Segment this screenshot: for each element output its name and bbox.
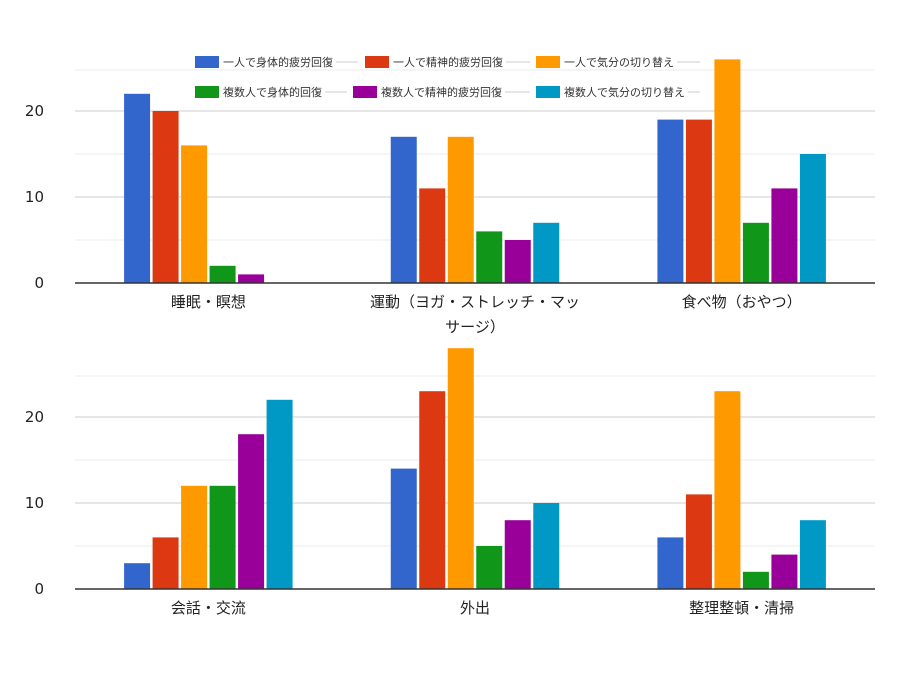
legend-item: 複数人で気分の切り替え — [536, 85, 700, 99]
bar — [533, 503, 560, 589]
category-label: 会話・交流 — [171, 599, 246, 617]
bar — [238, 434, 265, 589]
bar — [266, 399, 293, 589]
bar — [238, 274, 265, 283]
category-label: 食べ物（おやつ） — [682, 293, 802, 311]
bar — [685, 119, 712, 283]
bar — [657, 119, 684, 283]
bar — [152, 111, 179, 283]
bar — [476, 231, 503, 283]
bar — [124, 93, 151, 283]
bar — [124, 563, 151, 589]
bar — [685, 494, 712, 589]
legend-item: 一人で気分の切り替え — [536, 55, 700, 69]
bar — [419, 391, 446, 589]
category-label: 整理整頓・清掃 — [689, 599, 794, 617]
legend-item: 複数人で精神的疲労回復 — [353, 85, 530, 99]
bar — [209, 485, 236, 589]
category-label: 運動（ヨガ・ストレッチ・マッ — [370, 293, 580, 311]
legend-swatch — [536, 56, 560, 68]
chart-panel-bottom: 0 10 20 会話・交流 外出 整理整頓・清掃 — [25, 348, 875, 617]
y-tick-label: 10 — [25, 188, 44, 206]
legend-swatch — [536, 86, 560, 98]
bar — [714, 59, 741, 284]
bar — [181, 485, 208, 589]
legend-label: 一人で身体的疲労回復 — [223, 55, 333, 69]
legend-swatch — [195, 56, 219, 68]
bar — [742, 222, 769, 283]
legend-item: 一人で身体的疲労回復 — [195, 55, 358, 69]
bar — [657, 537, 684, 589]
bar — [476, 546, 503, 589]
bar — [181, 145, 208, 283]
bar — [714, 391, 741, 589]
y-tick-label: 20 — [25, 408, 44, 426]
legend-label: 複数人で精神的疲労回復 — [381, 85, 502, 99]
category-label: 外出 — [460, 599, 490, 617]
bar — [390, 468, 417, 589]
y-tick-label: 10 — [25, 494, 44, 512]
legend-swatch — [195, 86, 219, 98]
category-label: サージ） — [445, 318, 505, 336]
bar — [799, 154, 826, 283]
y-tick-label: 0 — [34, 274, 44, 292]
bar — [771, 554, 798, 589]
legend-swatch — [365, 56, 389, 68]
bar — [447, 136, 474, 283]
bar — [533, 222, 560, 283]
y-tick-label: 0 — [34, 580, 44, 598]
bar — [152, 537, 179, 589]
bar — [504, 240, 531, 283]
bar — [390, 136, 417, 283]
bar — [799, 520, 826, 589]
legend-label: 複数人で身体的回復 — [223, 85, 322, 99]
category-label: 睡眠・瞑想 — [171, 293, 246, 311]
bar — [504, 520, 531, 589]
legend-label: 複数人で気分の切り替え — [564, 85, 685, 99]
bar — [209, 265, 236, 283]
bar — [771, 188, 798, 283]
y-tick-label: 20 — [25, 102, 44, 120]
legend-item: 一人で精神的疲労回復 — [365, 55, 530, 69]
bar — [447, 348, 474, 589]
legend-label: 一人で気分の切り替え — [564, 55, 674, 69]
legend-label: 一人で精神的疲労回復 — [393, 55, 503, 69]
legend-item: 複数人で身体的回復 — [195, 85, 347, 99]
legend-swatch — [353, 86, 377, 98]
bar — [742, 571, 769, 589]
bar — [419, 188, 446, 283]
